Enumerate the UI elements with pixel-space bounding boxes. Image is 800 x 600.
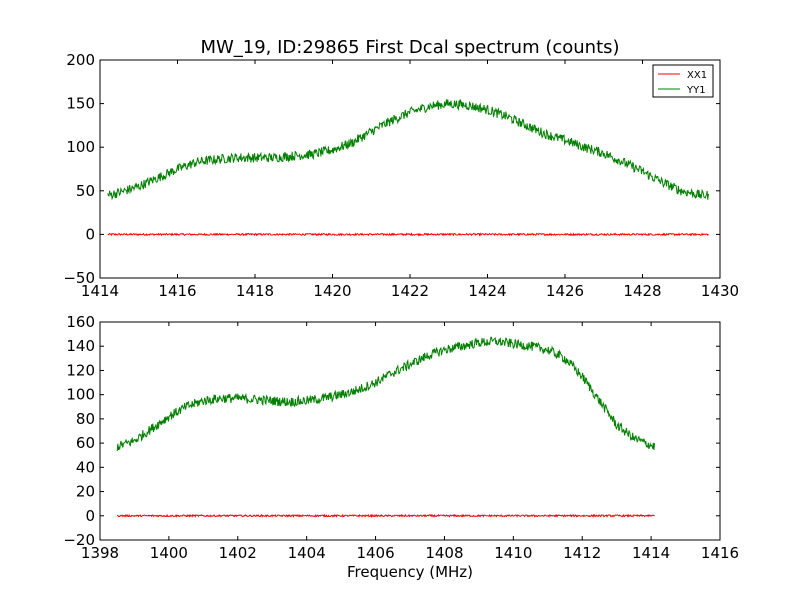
bottom-plot-frame: [99, 321, 721, 541]
x-tick-label: 1398: [81, 544, 119, 562]
y-tick-label: 0: [85, 225, 95, 243]
series-line-xx1: [107, 232, 709, 237]
x-tick-label: 1426: [546, 282, 584, 300]
y-tick-label: 50: [76, 182, 95, 200]
top-plot-axes: 1414 1416 1418 1420 1422 1424 1426 1428 1430 −50 0…: [63, 51, 739, 300]
y-tick-label: −50: [63, 269, 95, 287]
y-tick-label: 100: [66, 138, 95, 156]
legend-label-xx1: XX1: [687, 70, 707, 81]
bottom-plot-panel: 1398 1400 1402 1404 1406 1408 1410 1412 1414 1416…: [63, 313, 739, 562]
bottom-plot-axes: 1398 1400 1402 1404 1406 1408 1410 1412 1414 1416…: [63, 313, 739, 562]
y-tick-label: −20: [63, 531, 95, 549]
series-line-xx1: [116, 513, 655, 518]
x-tick-label: 1420: [313, 282, 351, 300]
series-line-yy1: [116, 336, 656, 452]
y-tick-label: 20: [76, 483, 95, 501]
x-tick-label: 1404: [288, 544, 326, 562]
top-plot-panel: 1414 1416 1418 1420 1422 1424 1426 1428 1430 −50 0…: [63, 51, 739, 300]
x-axis-label: Frequency (MHz): [347, 563, 473, 581]
x-tick-label: 1406: [356, 544, 394, 562]
x-tick-label: 1430: [701, 282, 739, 300]
y-tick-label: 160: [66, 313, 95, 331]
y-tick-label: 80: [76, 410, 95, 428]
x-tick-label: 1428: [623, 282, 661, 300]
x-tick-label: 1400: [150, 544, 188, 562]
y-tick-label: 200: [66, 51, 95, 69]
chart-title: MW_19, ID:29865 First Dcal spectrum (cou…: [200, 37, 619, 58]
x-tick-label: 1418: [236, 282, 274, 300]
y-tick-label: 100: [66, 386, 95, 404]
x-tick-label: 1416: [701, 544, 739, 562]
x-tick-label: 1402: [219, 544, 257, 562]
y-tick-label: 40: [76, 458, 95, 476]
x-tick-label: 1416: [158, 282, 196, 300]
x-tick-label: 1408: [425, 544, 463, 562]
y-tick-label: 140: [66, 337, 95, 355]
x-tick-label: 1422: [391, 282, 429, 300]
series-line-yy1: [107, 98, 709, 201]
y-tick-label: 60: [76, 434, 95, 452]
x-tick-label: 1412: [563, 544, 601, 562]
y-tick-label: 0: [85, 507, 95, 525]
top-plot-series: [107, 98, 709, 237]
bottom-plot-series: [116, 336, 656, 518]
legend-label-yy1: YY1: [686, 85, 706, 96]
x-tick-label: 1410: [494, 544, 532, 562]
y-tick-label: 150: [66, 95, 95, 113]
legend-box: [652, 64, 714, 98]
x-tick-label: 1414: [81, 282, 119, 300]
y-tick-label: 120: [66, 361, 95, 379]
x-tick-label: 1414: [632, 544, 670, 562]
x-tick-label: 1424: [468, 282, 506, 300]
